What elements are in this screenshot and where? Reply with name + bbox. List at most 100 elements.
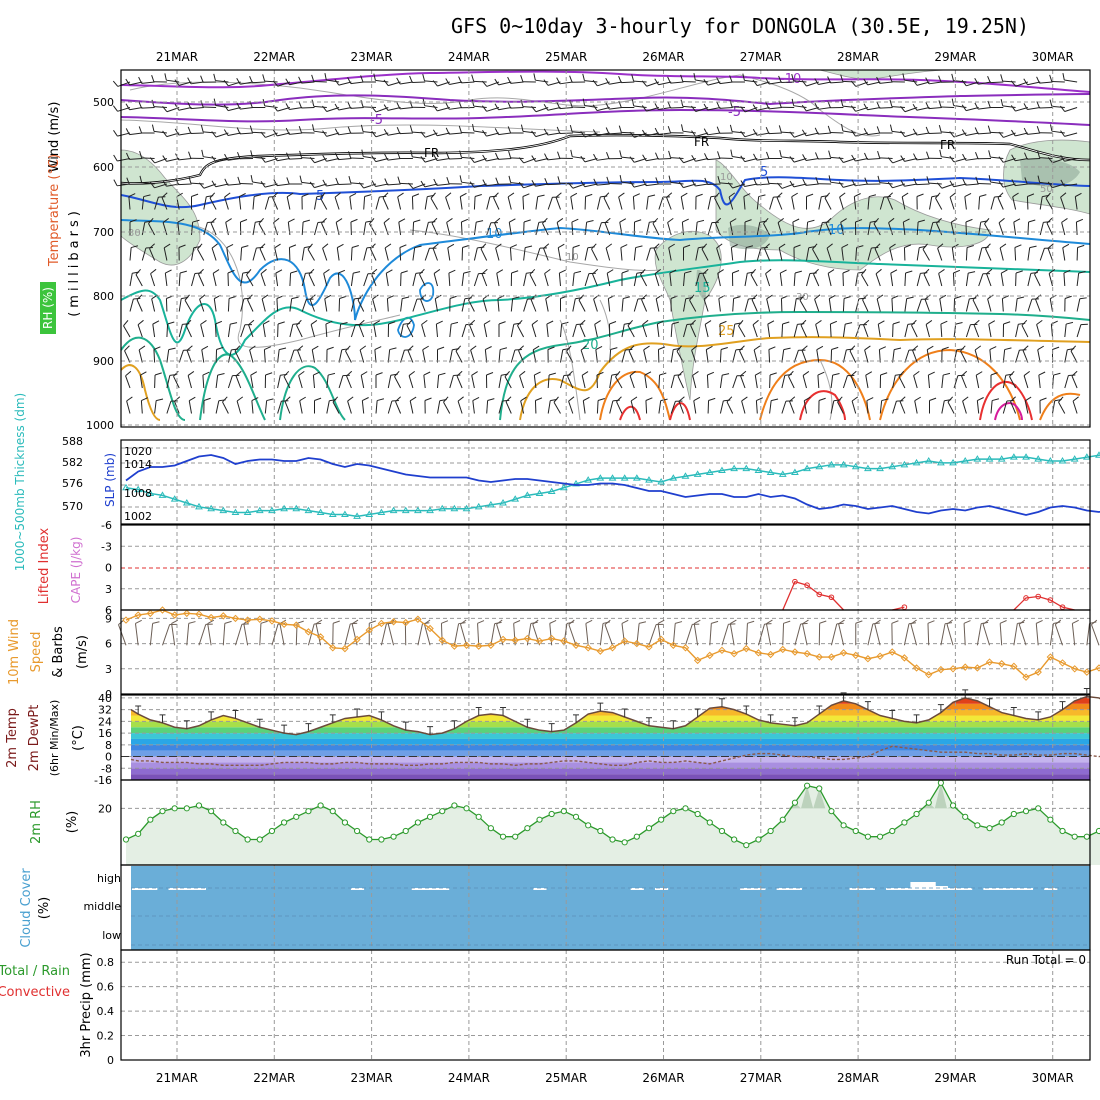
- wind-barb-feather: [495, 243, 502, 249]
- wind-barb-feather: [434, 294, 442, 300]
- wind-barb-feather: [314, 397, 322, 401]
- wind10-point: [584, 644, 592, 652]
- wind-barb-feather: [241, 245, 249, 249]
- wind-barb-feather: [960, 345, 966, 352]
- wind-barb: [572, 298, 576, 312]
- wind-barb-feather: [986, 268, 993, 275]
- wind-barb: [486, 196, 491, 210]
- wind-barb-feather: [347, 101, 352, 109]
- cloud-high-bar: [168, 888, 182, 890]
- wind-barb: [683, 183, 696, 189]
- contour-30-line: [599, 348, 1081, 421]
- wind-barb: [1038, 375, 1041, 389]
- wind-barb: [173, 376, 180, 389]
- wind-barb: [953, 349, 958, 363]
- wind-barb-feather: [789, 156, 795, 163]
- wind-barb: [621, 131, 635, 134]
- wind-barb: [129, 273, 133, 287]
- thickness-point: [888, 462, 897, 470]
- wind-barb: [582, 400, 586, 414]
- wind-barb-feather: [164, 73, 167, 81]
- wind-barb-feather: [629, 370, 636, 377]
- wind-barb-feather: [360, 124, 364, 132]
- rh2m-point: [499, 833, 507, 840]
- wind-barb-feather: [961, 79, 967, 87]
- wind-barb: [424, 196, 428, 210]
- rh-legend-swatch: [40, 282, 56, 334]
- wind-barb-feather: [791, 73, 795, 81]
- wind-barb: [818, 196, 822, 210]
- slp-axis-label: SLP (mb): [103, 453, 117, 507]
- rh2m-point: [998, 819, 1005, 826]
- rh2m-point: [949, 802, 957, 809]
- run-total-label: Run Total = 0: [1006, 953, 1086, 967]
- wind-barb: [239, 132, 254, 135]
- wind10-barb-feather: [369, 620, 376, 624]
- wind-barb-feather: [1037, 175, 1041, 183]
- wind-barb: [198, 273, 205, 287]
- wind-barb: [498, 158, 512, 160]
- rh2m-point: [281, 819, 288, 826]
- wind-barb-feather: [851, 154, 856, 162]
- cloud-high-bar: [1007, 888, 1021, 890]
- wind-barb: [805, 132, 819, 137]
- wind-barb: [793, 158, 807, 163]
- wind10-barb: [198, 624, 207, 646]
- wind-barb: [345, 350, 352, 363]
- wind-barb-feather: [471, 99, 475, 107]
- date-label: 28MAR: [837, 50, 879, 64]
- wind10-point: [377, 619, 386, 628]
- wind-barb-feather: [1078, 271, 1086, 274]
- wind-barb: [793, 324, 798, 338]
- wind-barb-feather: [261, 294, 269, 300]
- wind-barb-feather: [345, 345, 351, 352]
- wind-barb-feather: [855, 219, 863, 223]
- wind10-barb-feather: [802, 619, 809, 625]
- wind10-point: [341, 644, 349, 653]
- wind-barb-feather: [518, 157, 525, 164]
- wind10-barb: [380, 623, 387, 646]
- temp2m-tick-label: 32: [98, 704, 112, 717]
- thickness-point: [1082, 453, 1091, 460]
- wind-barb: [164, 273, 168, 287]
- cloud-high-bar: [192, 888, 206, 890]
- wind-barb: [535, 183, 549, 187]
- wind-barb-feather: [1077, 244, 1085, 248]
- wind-barb-feather: [729, 124, 733, 132]
- wind-barb-feather: [397, 192, 404, 198]
- li-tick-label: -3: [101, 540, 112, 553]
- wind-barb-feather: [311, 99, 315, 107]
- wind-barb-feather: [678, 181, 684, 188]
- wind-barb: [670, 401, 676, 414]
- wind-barb: [875, 273, 881, 287]
- wind10-tick-label: 0: [105, 688, 112, 701]
- wind-barb: [595, 349, 598, 363]
- wind-barb-feather: [458, 76, 462, 84]
- wind-barb: [141, 247, 147, 261]
- wind-barb: [313, 130, 327, 134]
- wind-barb: [683, 273, 686, 287]
- wind-barb: [658, 81, 672, 86]
- wind10-barb: [118, 624, 127, 646]
- wind-barb: [756, 222, 761, 236]
- wind-barb: [227, 183, 241, 186]
- wind-barb-feather: [188, 396, 196, 402]
- wind-barb-feather: [789, 180, 795, 188]
- wind-barb-feather: [260, 181, 266, 188]
- wind-barb: [1064, 183, 1078, 187]
- rh2m-point: [718, 827, 726, 835]
- wind-barb: [373, 324, 377, 338]
- upper-grid: [121, 70, 1090, 427]
- wind10-barb: [729, 623, 735, 646]
- wind-barb-feather: [913, 178, 917, 185]
- wind-barb: [424, 80, 438, 83]
- wind-barb: [763, 223, 771, 236]
- wind-barb-feather: [286, 152, 290, 160]
- wind10-barb: [271, 623, 279, 646]
- temp-minmax-bar: [475, 707, 482, 716]
- wind-barb-feather: [143, 194, 151, 198]
- wind-barb-feather: [496, 269, 504, 274]
- wind-barb: [941, 375, 944, 389]
- slp-tick-label: 1002: [124, 510, 152, 523]
- cloud-high-bar: [922, 882, 936, 890]
